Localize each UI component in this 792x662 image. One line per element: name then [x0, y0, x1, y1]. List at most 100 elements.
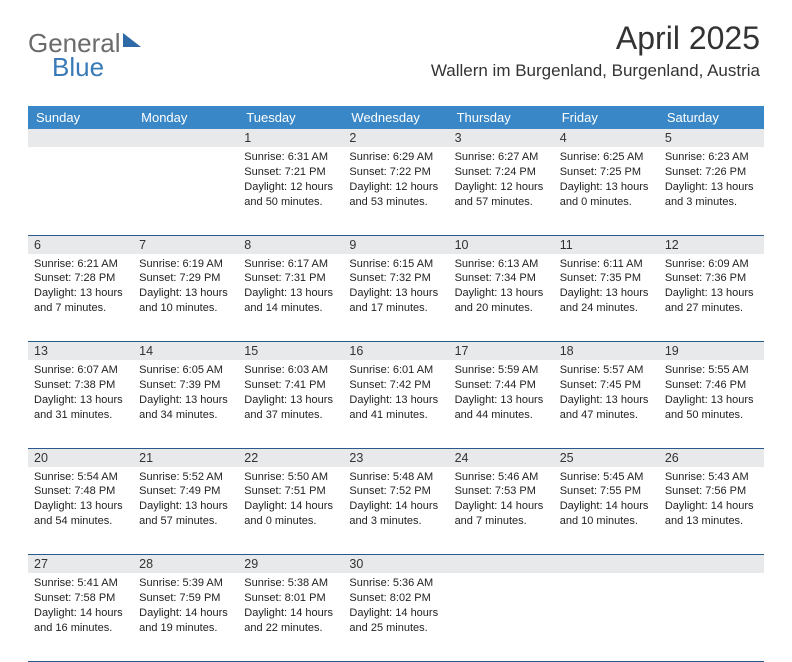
dl2-text: and 50 minutes.: [665, 408, 758, 423]
day-number-cell: 14: [133, 342, 238, 361]
day-number-cell: 12: [659, 235, 764, 254]
sunset-text: Sunset: 7:29 PM: [139, 271, 232, 286]
sunset-text: Sunset: 7:38 PM: [34, 378, 127, 393]
dl2-text: and 53 minutes.: [349, 195, 442, 210]
sunset-text: Sunset: 7:36 PM: [665, 271, 758, 286]
dl1-text: Daylight: 12 hours: [349, 180, 442, 195]
sunset-text: Sunset: 7:58 PM: [34, 591, 127, 606]
dl2-text: and 3 minutes.: [349, 514, 442, 529]
day-number-cell: 9: [343, 235, 448, 254]
calendar-body: 12345Sunrise: 6:31 AMSunset: 7:21 PMDayl…: [28, 129, 764, 661]
dl1-text: Daylight: 14 hours: [455, 499, 548, 514]
day-data-cell: Sunrise: 6:27 AMSunset: 7:24 PMDaylight:…: [449, 147, 554, 235]
day-data-cell: Sunrise: 5:41 AMSunset: 7:58 PMDaylight:…: [28, 573, 133, 661]
sunset-text: Sunset: 7:46 PM: [665, 378, 758, 393]
day-data-cell: Sunrise: 6:29 AMSunset: 7:22 PMDaylight:…: [343, 147, 448, 235]
sunrise-text: Sunrise: 5:41 AM: [34, 576, 127, 591]
dl1-text: Daylight: 14 hours: [665, 499, 758, 514]
weekday-header: Sunday: [28, 106, 133, 129]
sunrise-text: Sunrise: 5:54 AM: [34, 470, 127, 485]
calendar-table: SundayMondayTuesdayWednesdayThursdayFrid…: [28, 106, 764, 662]
day-number-row: 20212223242526: [28, 448, 764, 467]
sunrise-text: Sunrise: 5:39 AM: [139, 576, 232, 591]
day-number-cell: 20: [28, 448, 133, 467]
sunset-text: Sunset: 7:52 PM: [349, 484, 442, 499]
dl2-text: and 7 minutes.: [34, 301, 127, 316]
day-number-cell: [133, 129, 238, 147]
dl2-text: and 3 minutes.: [665, 195, 758, 210]
dl2-text: and 0 minutes.: [560, 195, 653, 210]
day-number-cell: 4: [554, 129, 659, 147]
dl1-text: Daylight: 13 hours: [665, 393, 758, 408]
dl2-text: and 25 minutes.: [349, 621, 442, 636]
dl1-text: Daylight: 13 hours: [34, 286, 127, 301]
day-number-cell: [659, 555, 764, 574]
sunrise-text: Sunrise: 5:36 AM: [349, 576, 442, 591]
dl1-text: Daylight: 13 hours: [665, 286, 758, 301]
day-number-cell: 30: [343, 555, 448, 574]
day-data-cell: Sunrise: 6:01 AMSunset: 7:42 PMDaylight:…: [343, 360, 448, 448]
day-number-cell: 18: [554, 342, 659, 361]
dl2-text: and 16 minutes.: [34, 621, 127, 636]
day-number-cell: [554, 555, 659, 574]
dl1-text: Daylight: 14 hours: [349, 499, 442, 514]
day-number-cell: 25: [554, 448, 659, 467]
day-number-cell: 16: [343, 342, 448, 361]
dl2-text: and 24 minutes.: [560, 301, 653, 316]
sunrise-text: Sunrise: 6:29 AM: [349, 150, 442, 165]
day-data-cell: Sunrise: 5:54 AMSunset: 7:48 PMDaylight:…: [28, 467, 133, 555]
day-number-cell: [28, 129, 133, 147]
dl1-text: Daylight: 13 hours: [560, 393, 653, 408]
sunset-text: Sunset: 7:41 PM: [244, 378, 337, 393]
day-data-cell: Sunrise: 6:07 AMSunset: 7:38 PMDaylight:…: [28, 360, 133, 448]
day-number-cell: 3: [449, 129, 554, 147]
sunset-text: Sunset: 8:01 PM: [244, 591, 337, 606]
brand-part2-wrap: Blue: [52, 52, 104, 83]
sunset-text: Sunset: 7:56 PM: [665, 484, 758, 499]
sunset-text: Sunset: 7:55 PM: [560, 484, 653, 499]
day-number-cell: 10: [449, 235, 554, 254]
sunset-text: Sunset: 7:45 PM: [560, 378, 653, 393]
sunrise-text: Sunrise: 5:45 AM: [560, 470, 653, 485]
sunrise-text: Sunrise: 6:21 AM: [34, 257, 127, 272]
dl1-text: Daylight: 13 hours: [139, 286, 232, 301]
weekday-header: Tuesday: [238, 106, 343, 129]
sunset-text: Sunset: 7:53 PM: [455, 484, 548, 499]
dl1-text: Daylight: 13 hours: [244, 393, 337, 408]
day-number-cell: 1: [238, 129, 343, 147]
day-data-cell: Sunrise: 6:13 AMSunset: 7:34 PMDaylight:…: [449, 254, 554, 342]
sunset-text: Sunset: 7:39 PM: [139, 378, 232, 393]
day-data-cell: Sunrise: 5:39 AMSunset: 7:59 PMDaylight:…: [133, 573, 238, 661]
dl2-text: and 44 minutes.: [455, 408, 548, 423]
day-number-cell: 27: [28, 555, 133, 574]
dl1-text: Daylight: 12 hours: [455, 180, 548, 195]
sunset-text: Sunset: 7:59 PM: [139, 591, 232, 606]
day-data-cell: Sunrise: 5:38 AMSunset: 8:01 PMDaylight:…: [238, 573, 343, 661]
day-data-row: Sunrise: 5:54 AMSunset: 7:48 PM Daylight:…: [28, 467, 764, 555]
dl2-text: and 7 minutes.: [455, 514, 548, 529]
day-data-cell: Sunrise: 6:17 AMSunset: 7:31 PMDaylight:…: [238, 254, 343, 342]
sunset-text: Sunset: 7:32 PM: [349, 271, 442, 286]
sunrise-text: Sunrise: 6:23 AM: [665, 150, 758, 165]
day-data-cell: Sunrise: 5:46 AMSunset: 7:53 PMDaylight:…: [449, 467, 554, 555]
day-data-cell: Sunrise: 6:31 AMSunset: 7:21 PMDaylight:…: [238, 147, 343, 235]
day-number-row: 13141516171819: [28, 342, 764, 361]
weekday-header-row: SundayMondayTuesdayWednesdayThursdayFrid…: [28, 106, 764, 129]
day-number-cell: 22: [238, 448, 343, 467]
day-number-cell: 24: [449, 448, 554, 467]
dl1-text: Daylight: 12 hours: [244, 180, 337, 195]
location-subtitle: Wallern im Burgenland, Burgenland, Austr…: [431, 61, 760, 81]
sunrise-text: Sunrise: 5:55 AM: [665, 363, 758, 378]
day-data-cell: Sunrise: 6:09 AMSunset: 7:36 PMDaylight:…: [659, 254, 764, 342]
dl2-text: and 47 minutes.: [560, 408, 653, 423]
day-data-cell: [133, 147, 238, 235]
dl2-text: and 34 minutes.: [139, 408, 232, 423]
dl2-text: and 37 minutes.: [244, 408, 337, 423]
day-data-cell: Sunrise: 5:52 AMSunset: 7:49 PMDaylight:…: [133, 467, 238, 555]
dl1-text: Daylight: 13 hours: [34, 393, 127, 408]
day-data-cell: Sunrise: 5:36 AMSunset: 8:02 PMDaylight:…: [343, 573, 448, 661]
day-number-cell: 15: [238, 342, 343, 361]
sunset-text: Sunset: 7:48 PM: [34, 484, 127, 499]
day-data-cell: Sunrise: 5:57 AMSunset: 7:45 PMDaylight:…: [554, 360, 659, 448]
day-data-cell: Sunrise: 6:21 AMSunset: 7:28 PMDaylight:…: [28, 254, 133, 342]
